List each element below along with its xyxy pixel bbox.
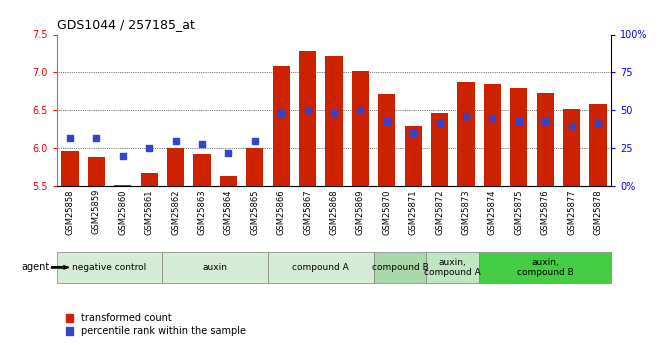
Bar xyxy=(220,176,237,186)
Text: auxin,
compound B: auxin, compound B xyxy=(517,258,574,277)
Point xyxy=(566,123,577,128)
Point xyxy=(249,138,260,144)
Bar xyxy=(536,93,554,186)
Point xyxy=(434,120,445,125)
Text: negative control: negative control xyxy=(72,263,147,272)
Bar xyxy=(273,66,290,186)
Point xyxy=(302,108,313,113)
Bar xyxy=(431,113,448,186)
Text: GDS1044 / 257185_at: GDS1044 / 257185_at xyxy=(57,18,194,31)
Bar xyxy=(57,252,162,283)
Bar xyxy=(373,252,426,283)
Bar xyxy=(268,252,373,283)
Point xyxy=(408,130,419,136)
Bar xyxy=(378,94,395,186)
Point xyxy=(144,146,154,151)
Point xyxy=(487,115,498,121)
Bar xyxy=(167,148,184,186)
Bar xyxy=(246,148,263,186)
Point xyxy=(355,108,366,113)
Bar xyxy=(194,154,210,186)
Point xyxy=(329,111,339,116)
Bar xyxy=(299,51,316,186)
Point xyxy=(381,118,392,124)
Point xyxy=(540,118,550,124)
Bar xyxy=(88,157,105,186)
Point xyxy=(223,150,234,156)
Bar xyxy=(589,104,607,186)
Bar xyxy=(352,71,369,186)
Text: compound A: compound A xyxy=(293,263,349,272)
Bar xyxy=(479,252,611,283)
Bar xyxy=(61,151,79,186)
Bar xyxy=(114,185,132,186)
Point xyxy=(118,153,128,159)
Point xyxy=(593,120,603,125)
Bar xyxy=(484,84,501,186)
Bar xyxy=(510,88,528,186)
Point xyxy=(514,118,524,124)
Point xyxy=(461,114,472,119)
Bar xyxy=(458,81,474,186)
Text: auxin: auxin xyxy=(202,263,228,272)
Point xyxy=(276,111,287,116)
Point xyxy=(196,141,207,147)
Point xyxy=(65,135,75,140)
Bar xyxy=(426,252,479,283)
Point xyxy=(170,138,181,144)
Point xyxy=(91,135,102,140)
Bar xyxy=(563,109,580,186)
Bar xyxy=(140,172,158,186)
Legend: transformed count, percentile rank within the sample: transformed count, percentile rank withi… xyxy=(61,309,250,340)
Text: auxin,
compound A: auxin, compound A xyxy=(424,258,481,277)
Bar xyxy=(405,126,422,186)
Bar xyxy=(162,252,268,283)
Text: agent: agent xyxy=(22,263,50,272)
Text: compound B: compound B xyxy=(371,263,428,272)
Bar xyxy=(325,56,343,186)
